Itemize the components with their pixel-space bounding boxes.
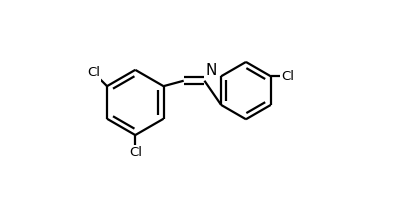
Text: Cl: Cl xyxy=(281,70,294,83)
Text: N: N xyxy=(205,63,217,78)
Text: Cl: Cl xyxy=(129,145,142,159)
Text: Cl: Cl xyxy=(87,66,100,79)
